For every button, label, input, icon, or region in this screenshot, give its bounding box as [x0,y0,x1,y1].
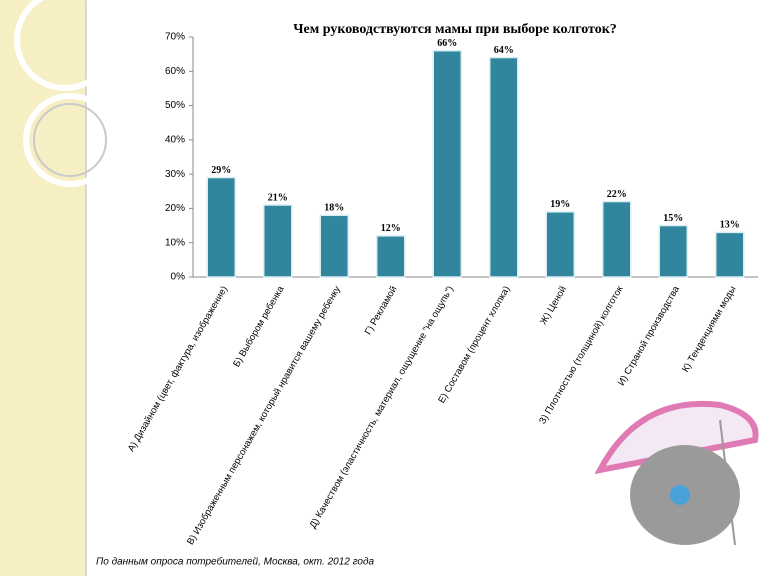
x-tick-label: А) Дизайном (цвет, фактура, изображение) [126,284,230,454]
value-label: 64% [494,45,514,56]
x-tick-label: И) Страной производства [616,284,682,388]
y-tick-label: 30% [165,169,185,180]
value-label: 12% [381,223,401,234]
value-label: 21% [268,192,288,203]
bar [602,200,632,278]
bar [376,235,406,278]
decor-circle [14,0,116,91]
y-tick-label: 50% [165,100,185,111]
y-tick-label: 60% [165,66,185,77]
decor-circle [33,103,107,177]
bar [489,56,519,278]
value-label: 29% [211,165,231,176]
value-label: 15% [663,213,683,224]
footer-note: По данным опроса потребителей, Москва, о… [96,556,375,568]
bar [432,49,462,278]
x-tick-label: Б) Выбором ребенка [231,284,287,369]
bar [658,224,688,278]
bar [263,204,293,278]
value-label: 19% [550,199,570,210]
decor-circle [23,93,117,187]
chart-title: Чем руководствуются мамы при выборе колг… [293,22,617,37]
bar [206,176,236,278]
y-tick-label: 20% [165,203,185,214]
bar [545,211,575,278]
bear-illustration [594,400,759,546]
x-tick-label: Ж) Ценой [538,284,569,327]
x-tick-label: Д) Качеством (эластичность, материал, ощ… [308,284,456,530]
bar [715,231,745,278]
value-label: 13% [720,220,740,231]
x-tick-label: Г) Рекламой [363,284,400,337]
value-label: 18% [324,203,344,214]
value-label: 66% [437,38,457,49]
y-tick-label: 10% [165,237,185,248]
x-tick-label: К) Тенденциями моды [680,284,738,374]
value-label: 22% [607,189,627,200]
y-tick-label: 0% [171,272,186,283]
y-tick-label: 40% [165,134,185,145]
y-tick-label: 70% [165,32,185,43]
bar [319,214,349,278]
